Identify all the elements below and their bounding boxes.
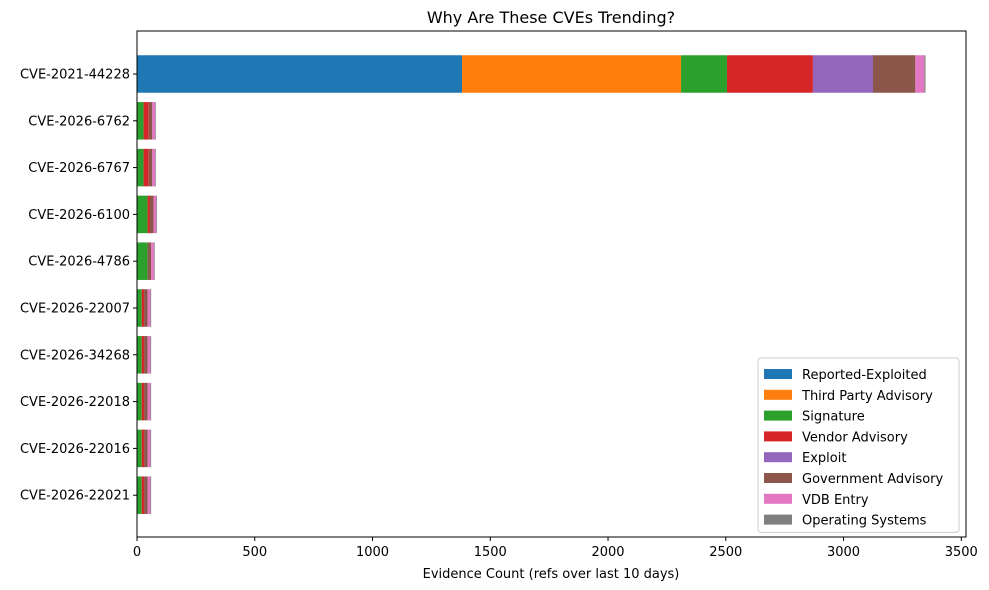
legend-label: Vendor Advisory [802, 430, 908, 445]
legend-swatch [764, 452, 792, 463]
y-tick-label: CVE-2026-34268 [20, 348, 130, 363]
legend-swatch [764, 410, 792, 421]
y-tick-label: CVE-2026-4786 [28, 255, 130, 270]
legend-box [757, 357, 960, 533]
bar-segment [147, 476, 151, 514]
bar-segment [462, 55, 682, 93]
bar-segment [144, 336, 148, 374]
bar-segment [137, 289, 142, 327]
bar-segment [144, 476, 148, 514]
bar-segment [137, 242, 148, 280]
legend-swatch [764, 473, 792, 483]
bar-segment [148, 148, 153, 187]
bar-segment [153, 242, 155, 280]
bar-segment [141, 476, 145, 514]
bar-segment [872, 55, 916, 93]
legend-label: VDB Entry [802, 493, 869, 508]
bar-segment [144, 382, 148, 421]
legend-swatch [764, 431, 792, 442]
legend-swatch [764, 493, 792, 504]
bar-segment [155, 148, 156, 187]
legend: Reported-Exploited Third Party Advisory Si… [757, 357, 960, 533]
bar-segment [137, 382, 142, 421]
bar-segment [147, 242, 152, 280]
legend-label: Exploit [802, 451, 846, 466]
legend-label: Reported-Exploited [802, 368, 927, 383]
y-tick-label: CVE-2026-22021 [20, 489, 130, 504]
legend-swatch [764, 389, 792, 400]
x-tick-label: 2500 [709, 545, 742, 560]
legend-label: Government Advisory [802, 472, 943, 487]
legend-label: Operating Systems [802, 514, 927, 529]
bar-segment [137, 102, 144, 140]
legend-swatch [764, 369, 792, 379]
bar-segment [137, 429, 142, 468]
y-tick-label: CVE-2026-22007 [20, 302, 130, 317]
bar-segment [924, 55, 926, 93]
bar-segment [147, 382, 151, 421]
bar-segment [152, 148, 156, 187]
x-tick-label: 500 [242, 545, 267, 560]
bar-segment [141, 289, 145, 327]
x-tick-label: 2000 [591, 545, 624, 560]
bar-segment [150, 382, 152, 421]
x-tick-label: 1000 [356, 545, 389, 560]
x-tick-label: 3000 [827, 545, 860, 560]
bar-segment [681, 55, 727, 93]
x-axis: 0 500 1000 1500 2000 2500 3000 3500 [133, 537, 978, 560]
bar-segment [137, 148, 144, 187]
bar-segment [143, 148, 149, 187]
chart-title: Why Are These CVEs Trending? [427, 8, 675, 27]
y-tick-label: CVE-2026-6762 [28, 114, 130, 129]
bar-segment [147, 336, 151, 374]
plot-frame [136, 30, 967, 538]
bar-segment [141, 429, 145, 468]
y-tick-label: CVE-2026-22018 [20, 395, 130, 410]
bar-segment [148, 102, 153, 140]
x-tick-label: 3500 [945, 545, 978, 560]
x-tick-label: 1500 [474, 545, 507, 560]
bar-segment [147, 195, 150, 234]
bar-segment [137, 476, 142, 514]
bar-segment [137, 336, 142, 374]
bar-segment [150, 476, 152, 514]
y-tick-label: CVE-2021-44228 [20, 68, 130, 83]
bar-segment [147, 429, 151, 468]
bar-segment [149, 195, 154, 234]
bar-segment [151, 242, 154, 280]
bar-segment [726, 55, 813, 93]
y-tick-label: CVE-2026-6100 [28, 208, 130, 223]
x-tick-label: 0 [133, 545, 141, 560]
bar-segment [915, 55, 925, 93]
legend-swatch [764, 514, 792, 525]
bar-segment [153, 195, 157, 234]
bar-segment [152, 102, 156, 140]
bar-segment [150, 336, 152, 374]
y-axis: CVE-2021-44228 CVE-2026-6762 CVE-2026-6767… [20, 68, 137, 504]
bar-segment [143, 102, 149, 140]
bar-segment [137, 55, 463, 93]
bar-segment [137, 195, 148, 234]
bar-segment [147, 289, 151, 327]
x-axis-label: Evidence Count (refs over last 10 days) [423, 567, 680, 582]
bar-segment [155, 102, 156, 140]
legend-label: Third Party Advisory [801, 389, 933, 404]
bar-segment [150, 429, 152, 468]
y-tick-label: CVE-2026-22016 [20, 442, 130, 457]
bar-segment [156, 195, 158, 234]
y-tick-label: CVE-2026-6767 [28, 161, 130, 176]
bar-segment [141, 382, 145, 421]
bar-segment [144, 429, 148, 468]
bar-segment [150, 289, 152, 327]
bar-segment [141, 336, 145, 374]
legend-label: Signature [802, 410, 865, 425]
bar-segment [812, 55, 873, 93]
bars-layer [137, 55, 926, 514]
bar-segment [144, 289, 148, 327]
